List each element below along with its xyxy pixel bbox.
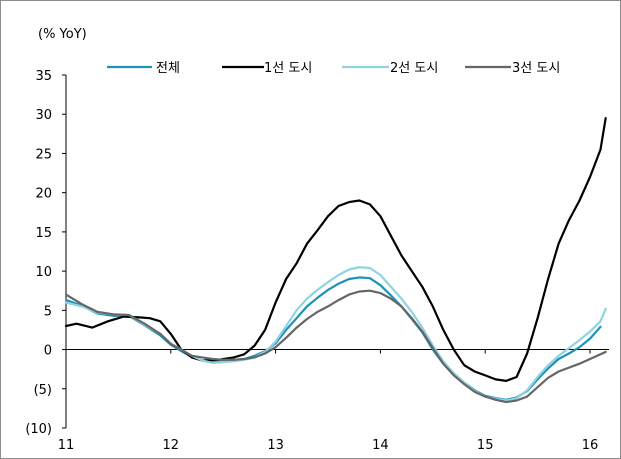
y-tick-label: 5 [44, 304, 52, 319]
legend-label: 3선 도시 [512, 61, 560, 76]
series-line-3 [64, 266, 607, 402]
legend: 전체 1선 도시 2선 도시 3선 도시 [107, 61, 560, 76]
series-line-1 [64, 276, 602, 401]
x-tick-label: 13 [267, 438, 284, 453]
y-tick-label: 20 [35, 187, 52, 202]
y-tick-label: 30 [35, 108, 52, 123]
y-tick-label: 25 [35, 147, 52, 162]
legend-item-1: 전체 [107, 61, 180, 76]
legend-item-2: 1선 도시 [222, 61, 312, 76]
x-tick-label: 15 [477, 438, 494, 453]
x-tick-label: 11 [58, 438, 75, 453]
series-line-4 [64, 289, 607, 404]
x-tick-label: 16 [582, 438, 599, 453]
x-axis: 11 12 13 14 15 16 [58, 349, 609, 453]
y-tick-label: (5) [34, 383, 52, 398]
legend-label: 1선 도시 [264, 61, 312, 76]
legend-item-4: 3선 도시 [465, 61, 560, 76]
y-tick-label: 15 [35, 226, 52, 241]
x-tick-label: 14 [372, 438, 389, 453]
series-line-2 [64, 117, 607, 382]
y-tick-label: 35 [35, 69, 52, 84]
legend-label: 2선 도시 [390, 61, 438, 76]
legend-item-3: 2선 도시 [342, 61, 438, 76]
y-tick-label: 0 [44, 344, 52, 359]
legend-label: 전체 [156, 61, 180, 76]
y-tick-label: (10) [25, 422, 52, 437]
y-axis: 35 30 25 20 15 10 5 0 (5) (10) [25, 69, 67, 437]
unit-label: (% YoY) [38, 27, 87, 42]
series-layer [64, 117, 607, 404]
y-tick-label: 10 [35, 265, 52, 280]
x-tick-label: 12 [163, 438, 180, 453]
